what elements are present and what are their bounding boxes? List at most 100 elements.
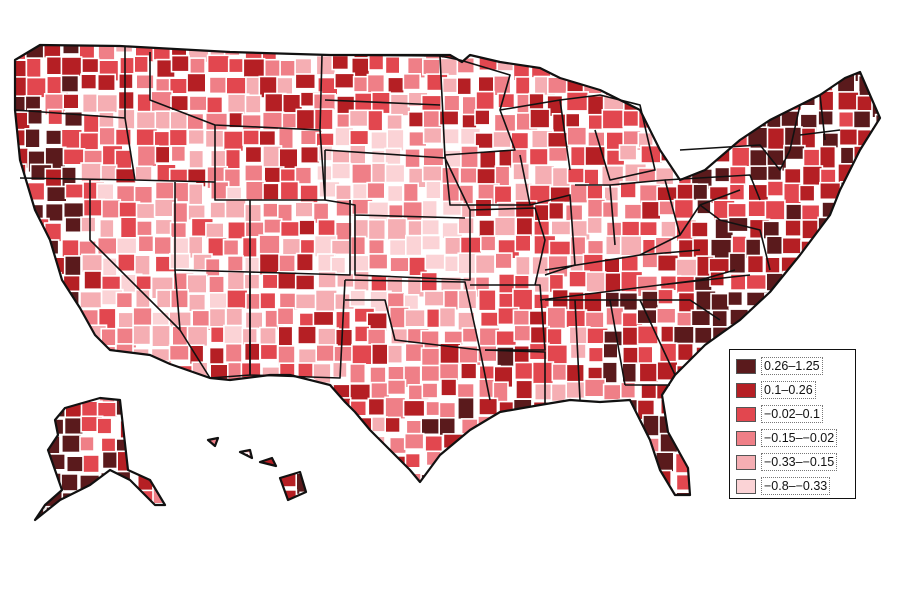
county-region <box>802 148 822 168</box>
county-region <box>693 488 718 513</box>
county-region <box>872 185 880 202</box>
county-region <box>244 471 261 489</box>
county-region <box>63 362 84 379</box>
county-region <box>799 56 822 77</box>
county-region <box>873 45 880 60</box>
county-region <box>333 72 356 90</box>
county-region <box>278 437 301 457</box>
county-region <box>800 203 821 223</box>
county-region <box>154 218 174 236</box>
county-region <box>348 109 369 128</box>
county-region <box>258 129 277 147</box>
county-region <box>136 360 154 378</box>
county-region <box>547 146 569 163</box>
county-region <box>152 415 170 435</box>
county-region <box>402 486 421 510</box>
county-region <box>856 417 878 434</box>
county-region <box>224 198 247 219</box>
county-region <box>709 362 726 382</box>
county-region <box>386 344 404 365</box>
county-region <box>548 45 571 63</box>
county-region <box>295 108 317 131</box>
county-region <box>819 288 841 311</box>
county-region <box>28 401 46 424</box>
county-region <box>404 234 423 257</box>
legend-label: −0.15–−0.02 <box>761 429 838 447</box>
county-region <box>313 486 337 508</box>
county-region <box>422 126 444 145</box>
county-region <box>874 472 880 495</box>
legend-label: 0.26–1.25 <box>761 357 823 375</box>
county-region <box>154 181 175 201</box>
county-region <box>352 45 370 61</box>
county-region <box>366 468 387 487</box>
county-region <box>514 487 536 511</box>
county-region <box>654 166 675 186</box>
legend: 0.26–1.25 0.1–0.26 −0.02–0.1 −0.15–−0.02… <box>729 349 856 499</box>
county-region <box>492 508 516 520</box>
county-region <box>551 419 569 437</box>
county-region <box>822 240 846 263</box>
county-region <box>710 292 731 312</box>
county-region <box>441 77 459 94</box>
county-region <box>240 487 260 507</box>
legend-swatch <box>736 382 756 398</box>
county-region <box>119 216 138 240</box>
county-region <box>403 432 425 450</box>
county-region <box>636 45 654 57</box>
county-region <box>675 418 694 439</box>
county-region <box>15 181 26 205</box>
county-region <box>873 234 880 257</box>
county-region <box>60 473 79 492</box>
county-region <box>281 378 299 395</box>
county-region <box>762 507 783 520</box>
county-region <box>870 198 880 223</box>
county-region <box>297 508 319 520</box>
county-region <box>727 202 748 220</box>
county-region <box>317 437 337 454</box>
county-region <box>100 275 122 291</box>
county-region <box>226 255 244 272</box>
county-region <box>60 74 80 93</box>
county-region <box>873 344 880 367</box>
county-region <box>367 218 387 242</box>
county-region <box>745 56 762 76</box>
county-region <box>222 238 240 257</box>
county-region <box>367 109 384 132</box>
county-region <box>244 311 264 330</box>
county-region <box>312 310 335 327</box>
county-region <box>170 145 187 163</box>
county-region <box>61 329 80 348</box>
county-region <box>457 216 475 235</box>
county-region <box>565 435 582 453</box>
county-region <box>330 162 352 180</box>
county-region <box>294 57 313 76</box>
county-region <box>730 78 750 96</box>
county-region <box>261 504 283 520</box>
county-region <box>710 415 731 439</box>
county-region <box>695 346 718 362</box>
county-region <box>641 470 665 494</box>
county-region <box>187 128 206 146</box>
county-region <box>512 470 532 491</box>
county-region <box>551 400 573 423</box>
hawaii-outline <box>206 436 308 502</box>
county-region <box>259 291 277 310</box>
county-region <box>385 455 407 475</box>
county-region <box>673 381 690 401</box>
state-line-va-wv <box>679 189 771 271</box>
county-region <box>765 307 782 324</box>
county-region <box>278 254 297 275</box>
county-region <box>117 90 135 112</box>
county-region <box>764 45 788 56</box>
county-region <box>294 274 316 291</box>
county-region <box>189 487 213 505</box>
county-region <box>745 273 768 291</box>
county-region <box>186 415 208 437</box>
county-region <box>99 218 115 240</box>
county-region <box>262 378 282 395</box>
county-region <box>402 399 426 418</box>
county-region <box>640 488 657 509</box>
county-region <box>47 307 70 332</box>
county-region <box>528 147 549 166</box>
